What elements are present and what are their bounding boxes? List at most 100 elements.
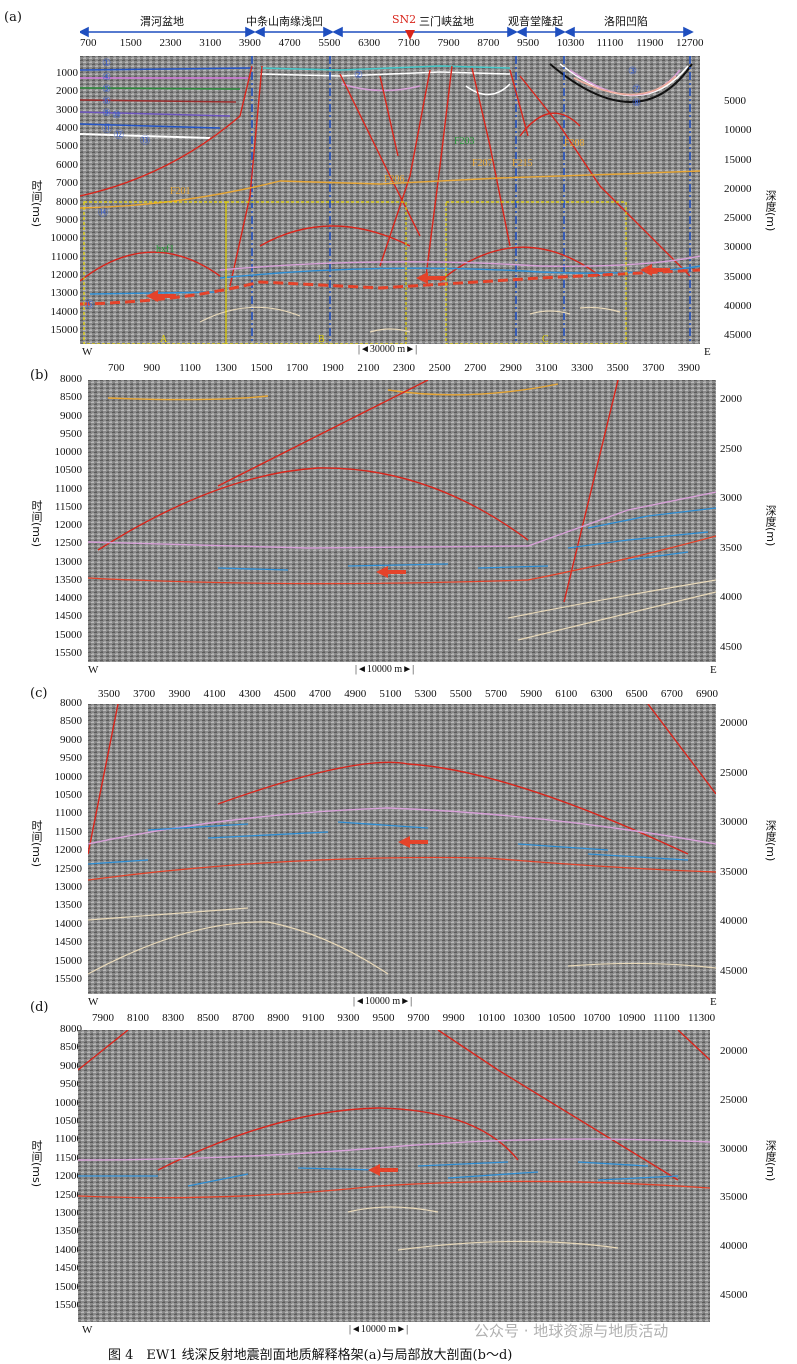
x-tick-label: 6900 [696,688,718,700]
y-tick-label: 12000 [54,1170,83,1183]
panel-c-y-title: 时间(ms) [30,820,43,868]
seismic-section-d [78,1030,710,1322]
x-tick-label: 3900 [678,362,700,374]
circle-8: ⑧ [632,98,641,109]
x-tick-label: 3500 [98,688,120,700]
y-tick-label: 10500 [54,464,83,477]
x-tick-label: 9500 [372,1012,395,1024]
x-tick-label: 7100 [397,37,420,49]
y-tick-label: 15000 [54,628,83,641]
circle-12: ⑫ [114,130,124,141]
y-tick-label: 8000 [56,195,78,208]
y-tick-label: 10000 [54,446,83,459]
circle-3: ③ [628,66,637,77]
depth-tick-label: 20000 [720,717,748,729]
fault-f201: F201 [170,186,191,197]
x-tick-label: 2300 [393,362,415,374]
panel-a-scale: |◄30000 m►| [358,344,418,355]
y-tick-label: 7000 [56,177,78,190]
x-tick-label: 10500 [547,1012,576,1024]
region-weihe-basin: 渭河盆地 [140,15,184,28]
x-tick-label: 4500 [273,688,296,700]
x-tick-label: 11100 [652,1012,680,1024]
x-tick-label: 9500 [517,37,540,49]
region-sanmenxia: 三门峡盆地 [419,15,474,28]
x-tick-label: 700 [80,37,97,49]
panel-d-scale: |◄10000 m►| [349,1324,409,1335]
depth-tick-label: 35000 [720,865,748,878]
x-tick-label: 9100 [302,1012,325,1024]
seismic-section-a: F201 F206 F207 F215 F208 F203 hxf1 A B C… [80,56,700,344]
depth-tick-label: 25000 [720,1093,748,1106]
depth-tick-label: 4500 [720,641,742,653]
fault-f207: F207 [472,158,493,169]
x-tick-label: 4700 [309,688,332,700]
panel-d-west: W [82,1324,93,1336]
y-tick-label: 3000 [56,103,78,116]
x-tick-label: 8700 [477,37,500,49]
y-tick-label: 15500 [54,1299,83,1311]
x-tick-label: 2700 [464,362,487,374]
depth-tick-label: 45000 [720,965,748,977]
y-tick-label: 11000 [50,250,78,263]
region-guanyintang: 观音堂隆起 [508,15,563,28]
x-tick-label: 4900 [344,688,367,700]
y-tick-label: 11500 [54,1151,82,1164]
depth-tick-label: 40000 [720,915,748,928]
y-tick-label: 9500 [60,1078,82,1091]
depth-tick-label: 40000 [724,299,752,312]
y-tick-label: 13000 [54,555,83,568]
y-tick-label: 12500 [54,537,83,550]
depth-tick-label: 40000 [720,1240,748,1253]
y-tick-label: 9000 [60,409,82,422]
x-tick-label: 10700 [582,1012,611,1024]
y-tick-label: 13000 [54,1207,83,1219]
panel-a-east: E [704,346,711,358]
x-tick-label: 700 [108,362,125,374]
depth-tick-label: 30000 [720,1142,748,1155]
panel-a-west: W [82,346,93,358]
y-tick-label: 12500 [54,1188,83,1201]
depth-tick-label: 20000 [720,1045,748,1057]
x-tick-label: 6100 [555,688,578,700]
panel-d-depth-title: 深度(m) [764,1140,777,1182]
panel-c-label: (c) [30,686,48,701]
y-tick-label: 12000 [50,268,79,281]
y-tick-label: 8000 [60,1023,82,1035]
depth-tick-label: 20000 [724,182,752,195]
y-tick-label: 14000 [54,917,83,930]
y-tick-label: 11500 [54,825,82,838]
y-tick-label: 14500 [54,936,83,949]
x-tick-label: 9700 [407,1012,430,1024]
depth-tick-label: 25000 [724,212,752,224]
y-tick-label: 14500 [54,1262,83,1275]
x-tick-label: 3700 [133,688,156,700]
x-tick-label: 7900 [92,1012,114,1024]
x-tick-label: 1100 [179,362,201,374]
y-tick-label: 9500 [60,752,82,765]
circle-11: ⑪ [102,124,112,135]
figure-caption: 图 4 EW1 线深反射地震剖面地质解释格架(a)与局部放大剖面(b～d) [108,1348,513,1363]
y-tick-label: 15000 [50,324,79,336]
panel-b-east: E [710,664,717,676]
x-tick-label: 3700 [642,362,665,374]
depth-tick-label: 2000 [720,393,742,405]
y-tick-label: 10500 [54,1115,83,1127]
y-tick-label: 12500 [54,862,83,875]
x-tick-label: 3100 [199,37,222,49]
depth-tick-label: 45000 [720,1289,748,1301]
y-tick-label: 2000 [56,85,78,98]
circle-5: ⑤ [102,84,111,95]
x-tick-label: 4700 [278,37,301,49]
box-c-label: C [542,334,549,344]
y-tick-label: 14000 [54,592,83,605]
x-tick-label: 3100 [535,362,558,374]
panel-c-east: E [710,996,717,1008]
panel-b-west: W [88,664,99,676]
y-tick-label: 11000 [54,482,82,495]
x-tick-label: 900 [143,362,161,374]
x-tick-label: 3900 [168,688,191,700]
y-tick-label: 8000 [60,697,82,709]
box-a-label: A [160,334,168,344]
panel-c-scale: |◄10000 m►| [353,996,413,1007]
